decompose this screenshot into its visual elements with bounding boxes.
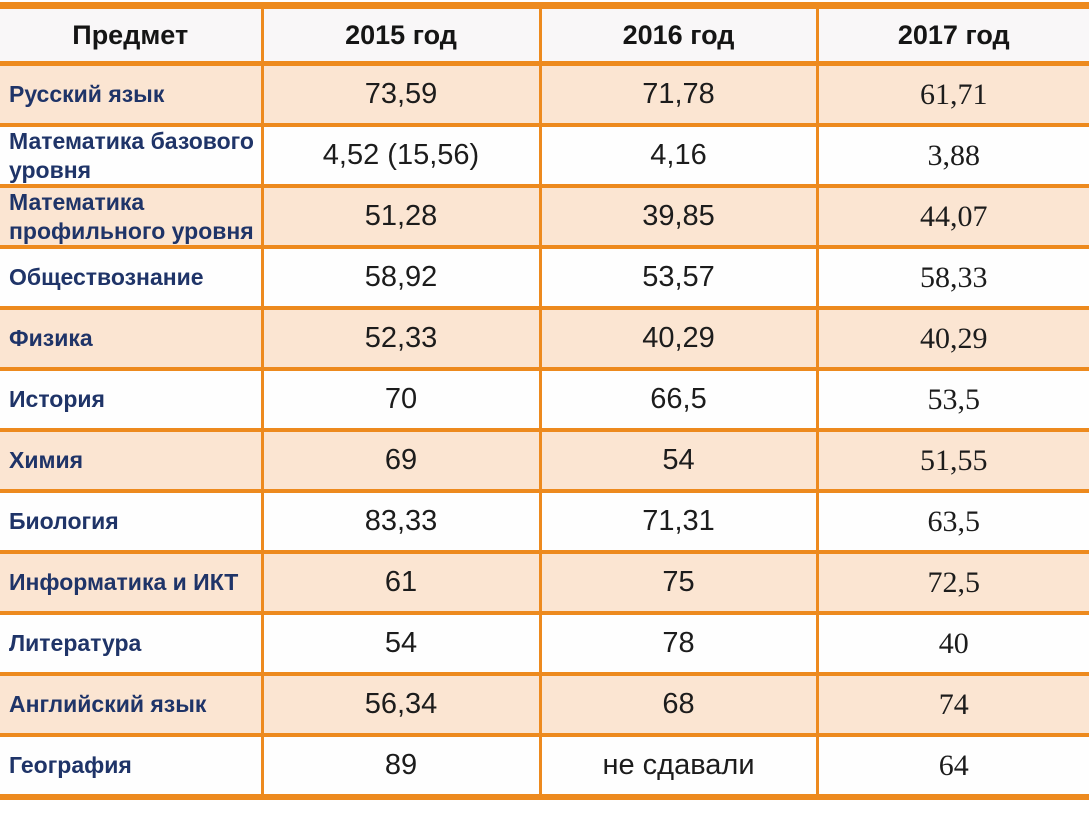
subject-cell: Математика базового уровня [0,125,262,188]
table-row: История 70 66,5 53,5 [0,369,1089,432]
value-cell-2017: 3,88 [815,125,1089,188]
value-cell-2016: 40,29 [538,308,817,371]
value-cell-2017: 51,55 [815,430,1089,493]
subject-cell: Английский язык [0,674,262,737]
value-cell-2017: 53,5 [815,369,1089,432]
table-row: Информатика и ИКТ 61 75 72,5 [0,552,1089,615]
value-cell-2015: 52,33 [260,308,540,371]
subject-cell: Обществознание [0,247,262,310]
value-cell-2015: 83,33 [260,491,540,554]
subject-cell: Математика профильного уровня [0,186,262,249]
table-row: Химия 69 54 51,55 [0,430,1089,493]
table-row: Математика базового уровня 4,52 (15,56) … [0,125,1089,188]
value-cell-2016: 54 [538,430,817,493]
subject-cell: География [0,735,262,799]
col-header-2016: 2016 год [538,5,817,66]
table-row: Математика профильного уровня 51,28 39,8… [0,186,1089,249]
value-cell-2016: 39,85 [538,186,817,249]
table-row: Физика 52,33 40,29 40,29 [0,308,1089,371]
col-header-2017: 2017 год [815,5,1089,66]
table-row: Литература 54 78 40 [0,613,1089,676]
value-cell-2017: 72,5 [815,552,1089,615]
value-cell-2016: 71,78 [538,63,817,127]
value-cell-2015: 89 [260,735,540,799]
value-cell-2015: 73,59 [260,63,540,127]
table-row: География 89 не сдавали 64 [0,735,1089,799]
value-cell-2016: 71,31 [538,491,817,554]
col-header-subject: Предмет [0,5,262,66]
value-cell-2016: 4,16 [538,125,817,188]
value-cell-2016: 75 [538,552,817,615]
value-cell-2016: 78 [538,613,817,676]
value-cell-2017: 44,07 [815,186,1089,249]
subject-cell: Химия [0,430,262,493]
value-cell-2015: 58,92 [260,247,540,310]
value-cell-2016: 66,5 [538,369,817,432]
value-cell-2015: 56,34 [260,674,540,737]
subject-cell: Русский язык [0,63,262,127]
subject-cell: Биология [0,491,262,554]
value-cell-2015: 61 [260,552,540,615]
value-cell-2017: 64 [815,735,1089,799]
value-cell-2015: 4,52 (15,56) [260,125,540,188]
value-cell-2016: 53,57 [538,247,817,310]
col-header-2015: 2015 год [260,5,540,66]
value-cell-2017: 40,29 [815,308,1089,371]
subject-cell: История [0,369,262,432]
value-cell-2015: 70 [260,369,540,432]
table-row: Обществознание 58,92 53,57 58,33 [0,247,1089,310]
table-row: Русский язык 73,59 71,78 61,71 [0,63,1089,127]
value-cell-2017: 40 [815,613,1089,676]
table-row: Английский язык 56,34 68 74 [0,674,1089,737]
value-cell-2017: 58,33 [815,247,1089,310]
value-cell-2017: 61,71 [815,63,1089,127]
header-row: Предмет 2015 год 2016 год 2017 год [0,5,1089,66]
subject-cell: Информатика и ИКТ [0,552,262,615]
subject-cell: Литература [0,613,262,676]
value-cell-2015: 51,28 [260,186,540,249]
value-cell-2017: 63,5 [815,491,1089,554]
value-cell-2015: 54 [260,613,540,676]
value-cell-2016: не сдавали [538,735,817,799]
subject-cell: Физика [0,308,262,371]
table-row: Биология 83,33 71,31 63,5 [0,491,1089,554]
value-cell-2017: 74 [815,674,1089,737]
value-cell-2015: 69 [260,430,540,493]
value-cell-2016: 68 [538,674,817,737]
